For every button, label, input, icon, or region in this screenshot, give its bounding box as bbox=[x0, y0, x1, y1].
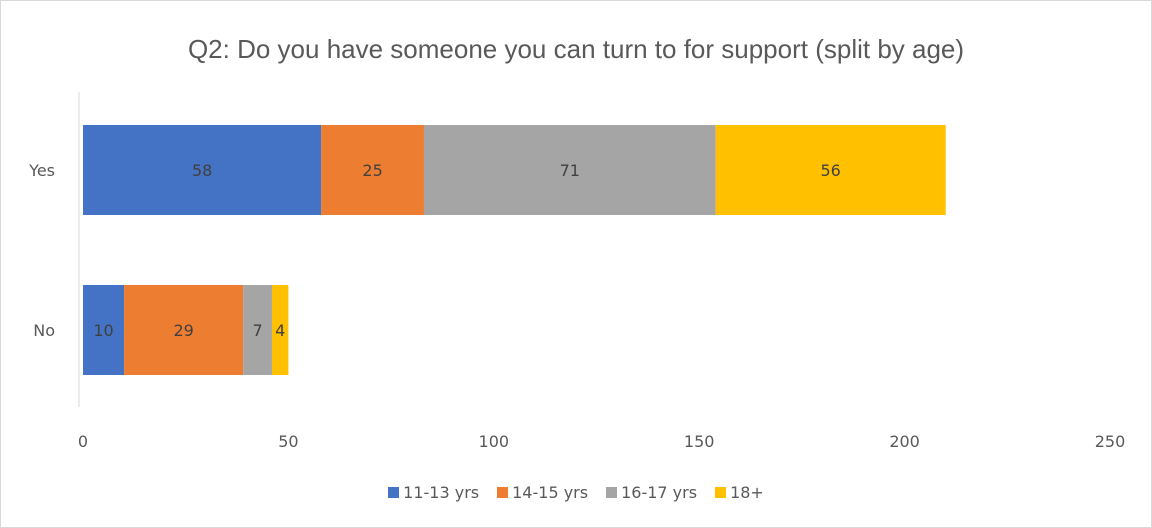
x-tick-label: 100 bbox=[479, 432, 510, 451]
x-tick-label: 250 bbox=[1095, 432, 1126, 451]
legend-label: 11-13 yrs bbox=[403, 483, 480, 502]
data-label: 71 bbox=[560, 161, 580, 180]
data-label: 25 bbox=[362, 161, 382, 180]
data-label: 7 bbox=[252, 321, 262, 340]
legend-label: 14-15 yrs bbox=[512, 483, 589, 502]
bar-segment bbox=[423, 125, 716, 215]
legend-swatch bbox=[497, 487, 509, 498]
legend-item: 11-13 yrs bbox=[388, 483, 479, 502]
data-label: 10 bbox=[93, 321, 113, 340]
legend-label: 16-17 yrs bbox=[621, 483, 698, 502]
data-label: 4 bbox=[275, 321, 285, 340]
legend-item: 14-15 yrs bbox=[497, 483, 588, 502]
data-label: 58 bbox=[192, 161, 212, 180]
bar-segment bbox=[243, 285, 272, 375]
x-tick-label: 200 bbox=[889, 432, 920, 451]
bar-segment bbox=[271, 285, 289, 375]
legend-swatch bbox=[715, 487, 727, 498]
bar-segment bbox=[124, 285, 244, 375]
bar-segment bbox=[321, 125, 424, 215]
bar-segment bbox=[715, 125, 946, 215]
x-tick-label: 50 bbox=[278, 432, 298, 451]
legend-label: 18+ bbox=[730, 483, 764, 502]
legend-swatch bbox=[606, 487, 618, 498]
bar-segment bbox=[83, 125, 322, 215]
chart-title: Q2: Do you have someone you can turn to … bbox=[187, 34, 965, 64]
data-label: 56 bbox=[820, 161, 840, 180]
legend-item: 16-17 yrs bbox=[606, 483, 697, 502]
x-tick-label: 0 bbox=[78, 432, 88, 451]
data-label: 29 bbox=[173, 321, 193, 340]
y-tick-label: Yes bbox=[28, 161, 55, 180]
bar-segment bbox=[83, 285, 125, 375]
x-tick-label: 150 bbox=[684, 432, 715, 451]
legend-item: 18+ bbox=[715, 483, 764, 502]
legend-swatch bbox=[388, 487, 400, 498]
y-tick-label: No bbox=[33, 321, 55, 340]
chart-legend: 11-13 yrs 14-15 yrs 16-17 yrs 18+ bbox=[0, 483, 1152, 502]
